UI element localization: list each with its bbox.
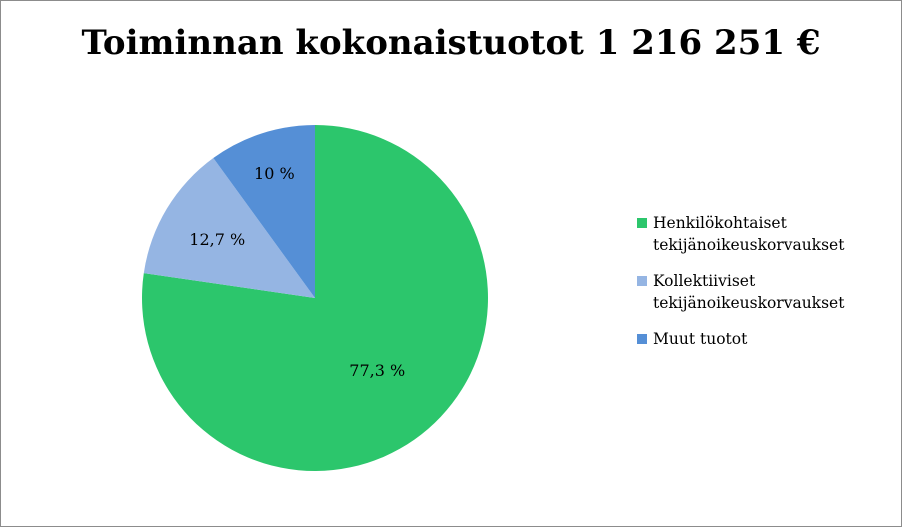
slice-data-label: 77,3 %	[349, 361, 405, 380]
legend-item-kollektiiviset: Kollektiiviset tekijänoikeuskorvaukset	[637, 270, 897, 314]
slice-data-label: 12,7 %	[189, 230, 245, 249]
legend: Henkilökohtaiset tekijänoikeuskorvaukset…	[637, 212, 897, 364]
legend-swatch	[637, 218, 647, 228]
legend-label: Muut tuotot	[653, 330, 748, 348]
legend-swatch	[637, 334, 647, 344]
legend-item-henkilokohtaiset: Henkilökohtaiset tekijänoikeuskorvaukset	[637, 212, 897, 256]
pie-slice	[143, 158, 315, 298]
legend-item-muut-tuotot: Muut tuotot	[637, 328, 897, 350]
slice-data-label: 10 %	[254, 164, 295, 183]
pie-slice	[213, 125, 315, 298]
legend-label: Henkilökohtaiset tekijänoikeuskorvaukset	[653, 214, 845, 254]
legend-swatch	[637, 276, 647, 286]
legend-label: Kollektiiviset tekijänoikeuskorvaukset	[653, 272, 845, 312]
chart-title: Toiminnan kokonaistuotot 1 216 251 €	[81, 23, 821, 63]
